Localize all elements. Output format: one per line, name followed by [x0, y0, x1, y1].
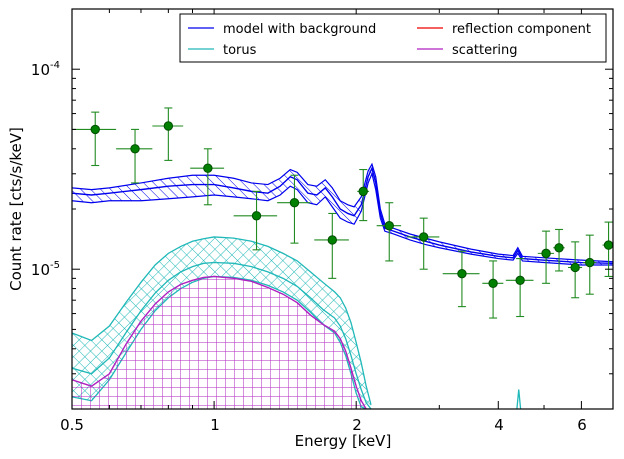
x-tick-label: 4 [494, 416, 504, 434]
data-marker [203, 163, 213, 173]
data-marker [289, 198, 300, 208]
data-point [482, 260, 504, 319]
legend-label-model: model with background [223, 22, 376, 37]
model-lower-line [72, 171, 613, 266]
legend-label-reflection: reflection component [452, 22, 591, 37]
data-marker [603, 240, 613, 250]
model-band [72, 164, 613, 265]
x-tick-label: 1 [210, 416, 220, 434]
data-marker [327, 235, 337, 245]
data-point [190, 148, 225, 206]
model-line [72, 166, 613, 265]
data-point [602, 221, 613, 277]
data-point [314, 212, 349, 279]
data-marker [554, 243, 564, 253]
y-tick-label: 10-4 [31, 60, 60, 79]
data-point [442, 250, 480, 308]
data-point [567, 241, 583, 299]
legend-label-torus: torus [223, 43, 257, 58]
data-marker [488, 278, 498, 289]
legend-label-scattering: scattering [452, 43, 518, 58]
data-marker [90, 124, 100, 135]
data-point [505, 258, 534, 318]
plot-area [72, 107, 613, 409]
y-tick-labels: 10-5 10-4 [31, 60, 60, 279]
data-point [72, 111, 117, 167]
torus-line [72, 261, 372, 409]
data-marker [163, 121, 174, 131]
data-marker [515, 275, 525, 286]
data-point [583, 234, 597, 295]
data-marker [457, 268, 467, 279]
legend-frame [179, 13, 607, 63]
torus-upper-line [72, 236, 372, 405]
model-upper-line [72, 162, 613, 263]
x-axis-label: Energy [keV] [295, 432, 392, 450]
data-marker [585, 257, 595, 268]
x-tick-label: 0.5 [60, 416, 84, 434]
y-axis-label: Count rate [cts/s/keV] [7, 127, 25, 291]
data-point [233, 190, 278, 251]
x-tick-label: 6 [577, 416, 587, 434]
data-point [116, 128, 153, 184]
data-marker [251, 211, 262, 221]
data-point [537, 230, 555, 284]
x-tick-label: 2 [352, 416, 362, 434]
data-marker [570, 262, 580, 273]
data-point [553, 228, 565, 272]
legend: model with background reflection compone… [179, 13, 607, 63]
axis-ticks [71, 9, 614, 410]
y-tick-label: 10-5 [31, 260, 60, 279]
data-marker [418, 232, 429, 242]
scattering-line [72, 275, 367, 409]
data-marker [541, 248, 551, 259]
data-point [357, 168, 370, 222]
data-point [277, 174, 311, 244]
scattering-area [72, 276, 367, 409]
reflection-line [516, 389, 522, 409]
data-marker [130, 144, 140, 154]
x-tick-labels: 0.5 1 2 4 6 [60, 416, 587, 434]
data-point [376, 202, 402, 262]
data-point [152, 107, 184, 161]
data-point [406, 217, 440, 270]
data-marker [384, 221, 394, 231]
torus-band [72, 236, 372, 409]
data-marker [358, 186, 368, 197]
